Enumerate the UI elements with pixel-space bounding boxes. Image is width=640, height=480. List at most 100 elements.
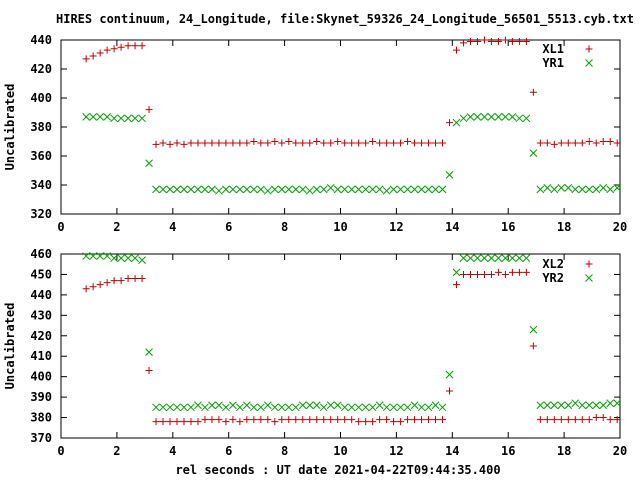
data-point	[82, 285, 90, 293]
data-point	[425, 139, 433, 147]
data-point	[215, 401, 223, 410]
data-point	[152, 185, 160, 194]
data-point	[152, 418, 160, 426]
data-point	[319, 185, 328, 194]
data-point	[347, 185, 356, 194]
data-point	[347, 403, 356, 412]
x-axis-label: rel seconds : UT date 2021-04-22T09:44:3…	[175, 463, 500, 477]
data-point	[410, 185, 419, 194]
data-point	[592, 414, 600, 422]
data-point	[369, 138, 377, 145]
data-point	[368, 185, 377, 194]
data-point	[368, 403, 377, 412]
data-point	[397, 139, 405, 147]
data-point	[578, 139, 586, 147]
data-point	[326, 401, 335, 410]
data-point	[411, 139, 419, 147]
data-point	[361, 185, 370, 194]
data-point	[292, 139, 300, 147]
data-point	[487, 112, 496, 121]
data-point	[543, 416, 551, 424]
y-tick-label: 400	[30, 91, 52, 105]
data-point	[89, 283, 97, 291]
plot-frame	[60, 39, 621, 215]
data-point	[341, 416, 349, 424]
data-point	[229, 416, 237, 424]
data-point	[292, 416, 300, 424]
data-point	[124, 114, 132, 123]
data-point	[187, 418, 195, 426]
data-point	[285, 416, 293, 424]
data-point	[96, 281, 104, 289]
data-point	[529, 342, 537, 350]
data-point	[180, 185, 188, 194]
data-point	[466, 112, 475, 121]
series-YR1	[82, 112, 622, 195]
data-point	[480, 270, 488, 278]
data-point	[585, 401, 594, 410]
data-point	[473, 112, 482, 121]
data-point	[466, 37, 474, 45]
data-point	[145, 106, 153, 114]
data-point	[208, 401, 216, 410]
data-point	[417, 185, 426, 194]
y-tick-label: 390	[30, 390, 52, 404]
data-point	[243, 139, 251, 147]
data-point	[473, 270, 481, 278]
data-point	[459, 254, 468, 262]
data-point	[487, 37, 495, 45]
data-point	[536, 139, 544, 147]
data-point	[354, 185, 363, 194]
x-tick-label: 18	[557, 444, 571, 458]
data-point	[327, 139, 335, 147]
data-point	[166, 403, 174, 412]
data-point	[438, 403, 447, 412]
data-point	[236, 185, 244, 194]
data-point	[459, 39, 467, 47]
data-point	[355, 139, 363, 147]
data-point	[508, 268, 516, 276]
series-XL1	[82, 36, 621, 148]
data-point	[340, 403, 349, 412]
data-point	[599, 138, 607, 145]
data-point	[536, 185, 545, 194]
x-tick-label: 4	[169, 220, 176, 234]
data-point	[166, 140, 174, 148]
legend-marker	[585, 260, 593, 268]
data-point	[340, 185, 349, 194]
data-point	[82, 55, 90, 63]
data-point	[403, 185, 412, 194]
data-point	[180, 140, 188, 148]
legend-label: XL2	[542, 257, 564, 271]
data-point	[263, 401, 272, 410]
x-tick-label: 18	[557, 220, 571, 234]
data-point	[82, 112, 91, 121]
data-point	[432, 416, 440, 424]
data-point	[110, 277, 118, 285]
data-point	[375, 185, 384, 194]
data-point	[418, 139, 426, 147]
data-point	[592, 139, 600, 147]
data-point	[543, 401, 552, 410]
data-point	[173, 139, 181, 147]
data-point	[522, 114, 531, 123]
data-point	[396, 185, 405, 194]
data-point	[327, 416, 335, 424]
data-point	[487, 270, 495, 278]
data-point	[131, 254, 139, 262]
data-point	[271, 138, 279, 145]
data-point	[124, 42, 132, 50]
data-point	[529, 149, 538, 157]
data-point	[284, 403, 293, 412]
data-point	[382, 186, 391, 195]
data-point	[103, 279, 111, 287]
x-tick-label: 6	[225, 220, 232, 234]
data-point	[103, 46, 111, 54]
data-point	[257, 416, 265, 424]
data-point	[243, 401, 251, 410]
data-point	[173, 185, 181, 194]
data-point	[201, 403, 209, 412]
data-point	[341, 139, 349, 147]
data-point	[278, 416, 286, 424]
data-point	[201, 185, 209, 194]
